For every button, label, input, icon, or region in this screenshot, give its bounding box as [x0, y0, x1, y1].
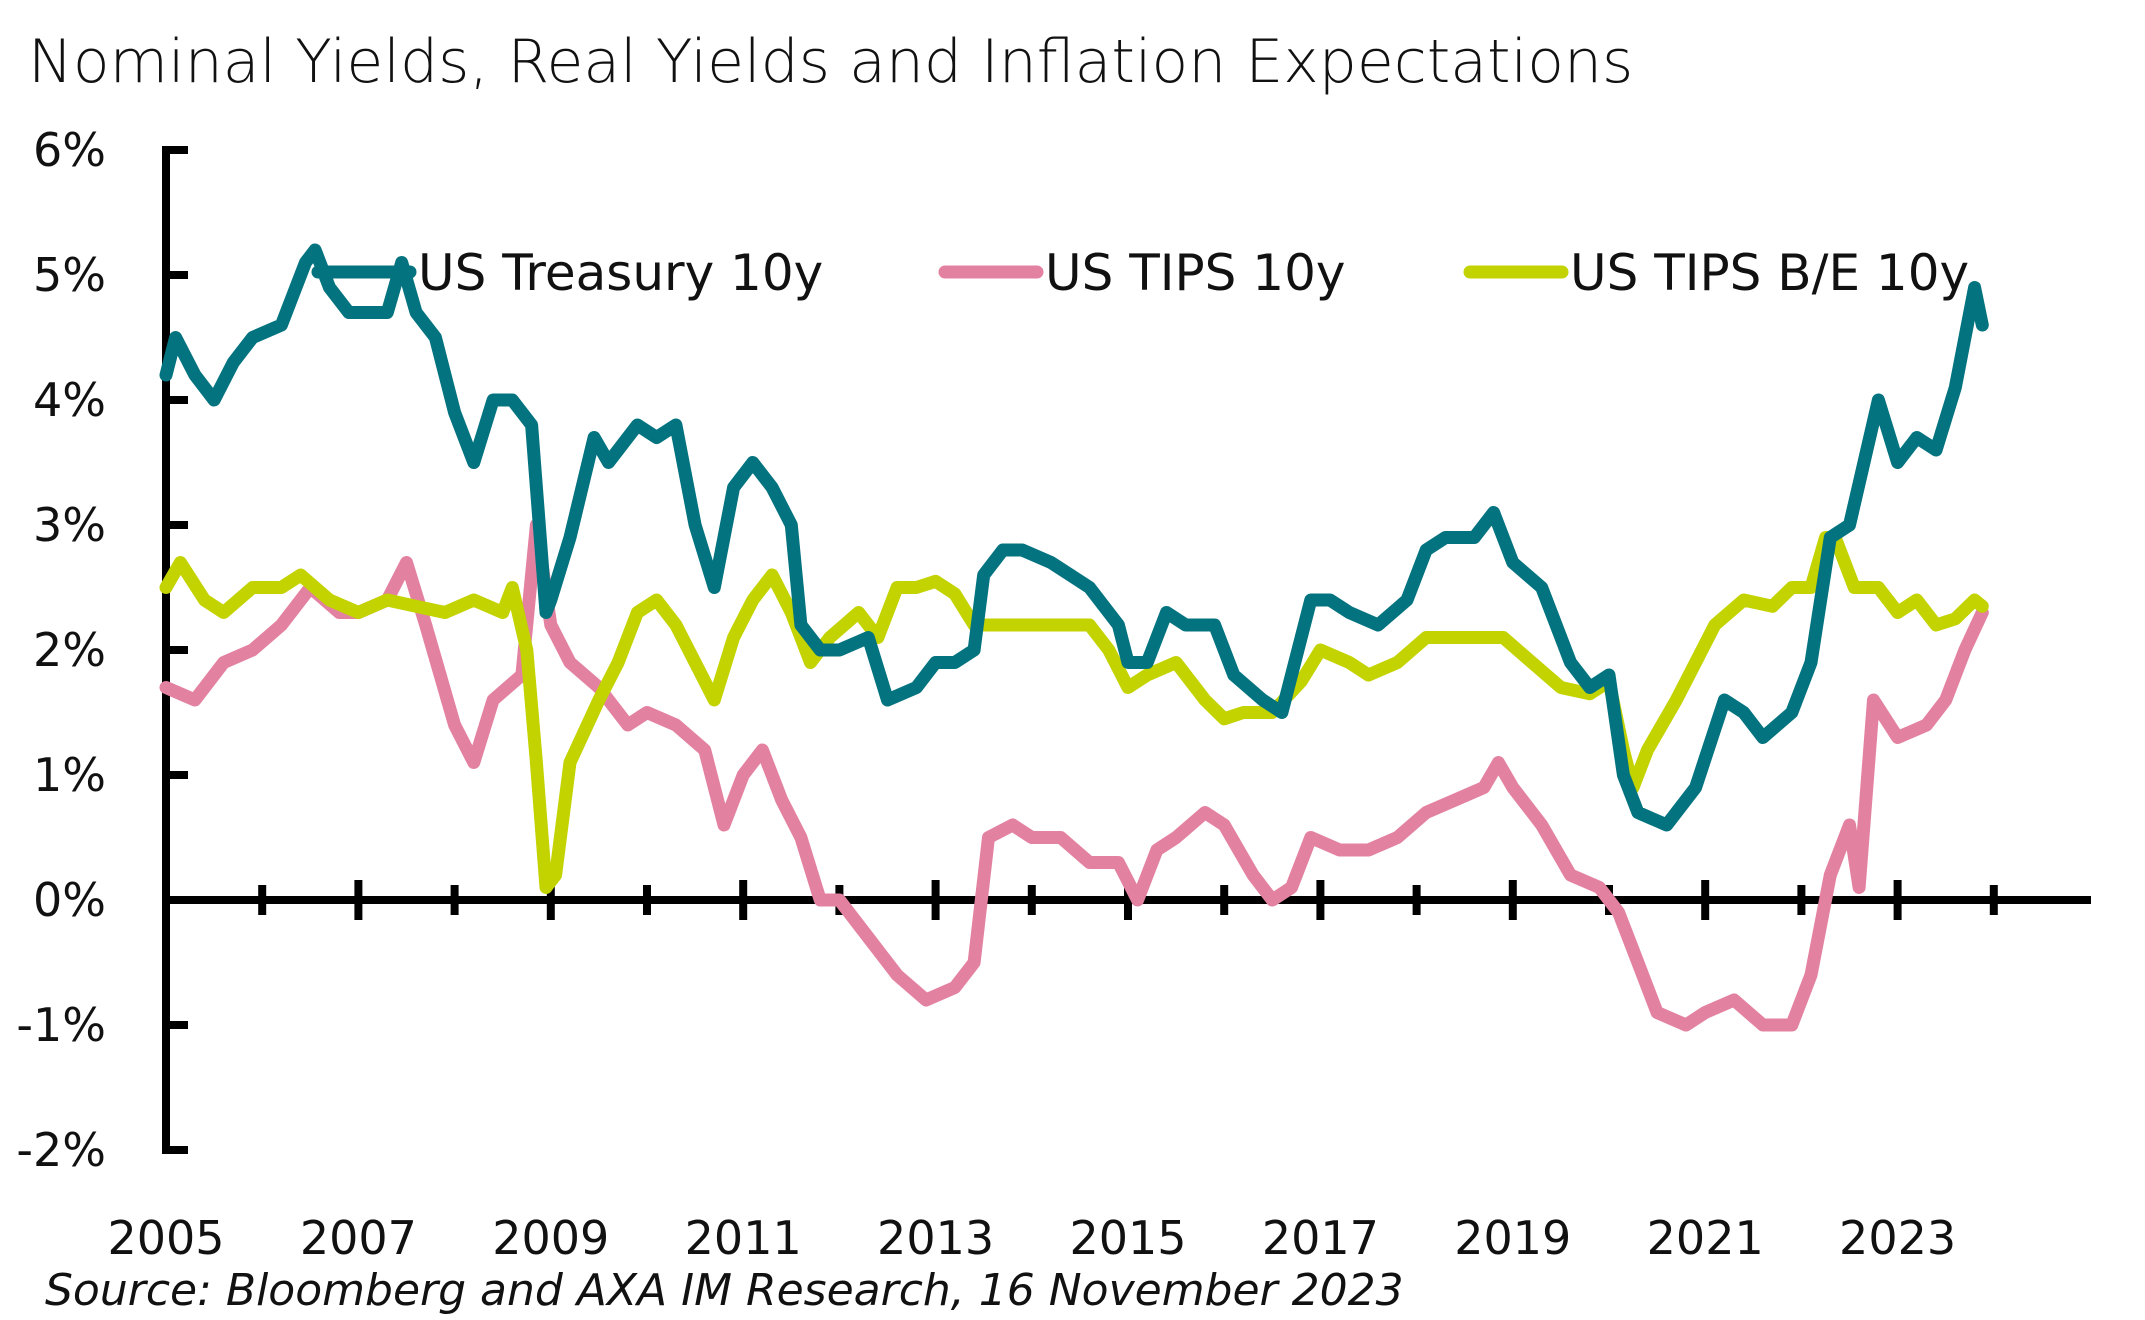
series-lines: [159, 243, 1989, 1032]
y-tick-label: 6%: [33, 123, 106, 177]
legend-label: US TIPS B/E 10y: [1570, 244, 1969, 302]
y-tick-label: 4%: [33, 373, 106, 427]
y-tick-label: 3%: [33, 498, 106, 552]
y-tick-label: -1%: [16, 998, 106, 1052]
legend-item: US Treasury 10y: [311, 244, 823, 302]
legend: US Treasury 10y US TIPS 10y US TIPS B/E 10…: [311, 244, 1969, 302]
y-tick-label: 2%: [33, 623, 106, 677]
series-line-us-tips-10y: [159, 518, 1989, 1032]
x-tick-label: 2009: [492, 1211, 609, 1265]
x-tick-label: 2021: [1647, 1211, 1764, 1265]
y-tick-label: 1%: [33, 748, 106, 802]
legend-label: US Treasury 10y: [418, 244, 823, 302]
source-note: Source: Bloomberg and AXA IM Research, 1…: [45, 1265, 1404, 1316]
x-tick-label: 2013: [877, 1211, 994, 1265]
legend-item: US TIPS 10y: [938, 244, 1346, 302]
x-tick-label: 2005: [107, 1211, 224, 1265]
x-tick-label: 2015: [1069, 1211, 1186, 1265]
series-line-us-treasury-10y: [159, 243, 1989, 832]
x-tick-label: 2007: [300, 1211, 417, 1265]
y-tick-label: -2%: [16, 1123, 106, 1177]
x-tick-label: 2023: [1839, 1211, 1956, 1265]
series-line-us-tips-b-e-10y: [159, 531, 1989, 894]
y-tick-label: 0%: [33, 873, 106, 927]
legend-item: US TIPS B/E 10y: [1463, 244, 1969, 302]
x-tick-label: 2011: [685, 1211, 802, 1265]
y-tick-label: 5%: [33, 248, 106, 302]
legend-label: US TIPS 10y: [1045, 244, 1346, 302]
x-tick-label: 2019: [1454, 1211, 1571, 1265]
chart-title: Nominal Yields, Real Yields and Inflatio…: [28, 27, 1633, 97]
y-axis: -2% -1% 0% 1% 2% 3% 4% 5% 6%: [16, 123, 188, 1177]
x-axis: 2005 2007 2009 2011 2013 2015 2017 2019 2021 2023: [107, 880, 2091, 1265]
x-tick-label: 2017: [1262, 1211, 1379, 1265]
